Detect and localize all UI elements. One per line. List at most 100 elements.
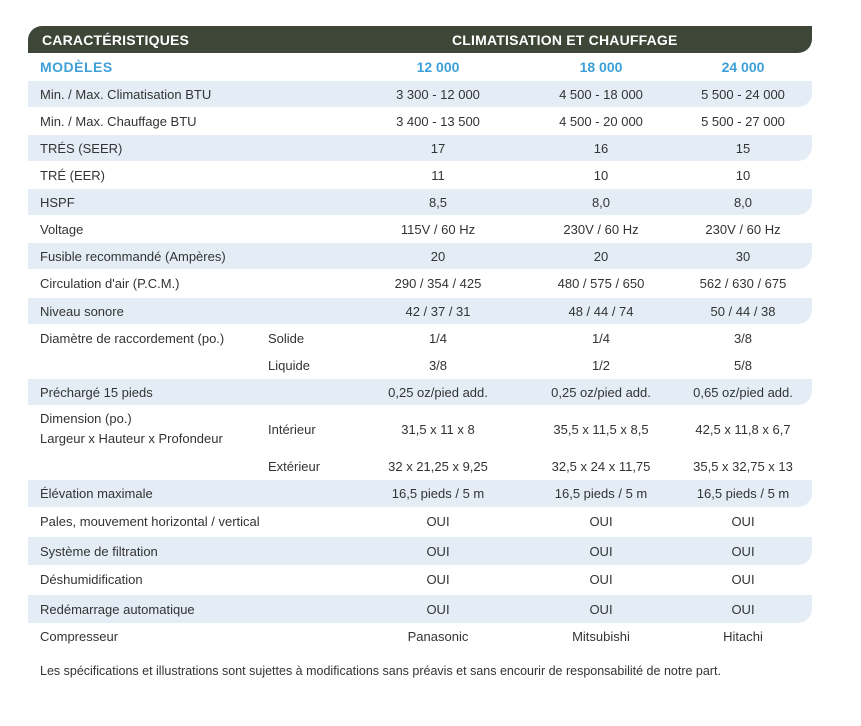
value-18000: 10 <box>593 168 609 183</box>
value-12000: 42 / 37 / 31 <box>405 304 471 319</box>
value-12000: 0,25 oz/pied add. <box>388 385 488 400</box>
value-18000: 480 / 575 / 650 <box>557 276 645 291</box>
row-label: Min. / Max. Chauffage BTU <box>40 114 197 129</box>
value-18000: 8,0 <box>591 195 611 210</box>
row-label: Déshumidification <box>40 572 143 587</box>
spec-row-heating-btu: Min. / Max. Chauffage BTU 3 400 - 13 500… <box>28 108 812 134</box>
row-sublabel: Liquide <box>268 358 310 373</box>
value-12000: 32 x 21,25 x 9,25 <box>388 459 488 474</box>
row-label: Fusible recommandé (Ampères) <box>40 249 226 264</box>
value-18000: OUI <box>589 572 613 587</box>
row-label: Préchargé 15 pieds <box>40 385 153 400</box>
value-24000: 15 <box>735 141 751 156</box>
spec-row-dimension-exterior: Extérieur 32 x 21,25 x 9,25 32,5 x 24 x … <box>28 453 812 479</box>
value-12000: 20 <box>430 249 446 264</box>
value-12000: 290 / 354 / 425 <box>394 276 482 291</box>
value-12000: 17 <box>430 141 446 156</box>
row-label: HSPF <box>40 195 75 210</box>
disclaimer-footnote: Les spécifications et illustrations sont… <box>40 664 721 678</box>
value-18000: 230V / 60 Hz <box>563 222 639 237</box>
row-label: Niveau sonore <box>40 304 124 319</box>
row-sublabel: Extérieur <box>268 459 321 474</box>
value-24000: 5 500 - 24 000 <box>701 87 785 102</box>
spec-row-diameter-solid: Diamètre de raccordement (po.) Solide 1/… <box>28 325 812 351</box>
value-24000: 8,0 <box>733 195 753 210</box>
spec-row-auto-restart: Redémarrage automatique OUI OUI OUI <box>28 595 812 623</box>
spec-row-noise: Niveau sonore 42 / 37 / 31 48 / 44 / 74 … <box>28 298 812 324</box>
value-24000: OUI <box>731 544 755 559</box>
row-label: Pales, mouvement horizontal / vertical <box>40 514 260 529</box>
spec-row-dehumidification: Déshumidification OUI OUI OUI <box>28 566 812 594</box>
climatisation-heading: CLIMATISATION ET CHAUFFAGE <box>452 32 678 48</box>
value-12000: 16,5 pieds / 5 m <box>391 486 485 501</box>
table-header-band: CARACTÉRISTIQUES CLIMATISATION ET CHAUFF… <box>28 26 812 53</box>
value-12000: 1/4 <box>428 331 448 346</box>
value-12000: OUI <box>426 572 450 587</box>
spec-row-seer: TRÉS (SEER) 17 16 15 <box>28 135 812 161</box>
row-label-secondary: Largeur x Hauteur x Profondeur <box>40 431 223 446</box>
value-18000: 16,5 pieds / 5 m <box>554 486 648 501</box>
value-12000: 3/8 <box>428 358 448 373</box>
value-24000: OUI <box>731 514 755 529</box>
value-18000: 48 / 44 / 74 <box>568 304 634 319</box>
value-18000: 4 500 - 18 000 <box>559 87 643 102</box>
models-row: MODÈLES 12 000 18 000 24 000 <box>28 55 812 79</box>
row-label: Compresseur <box>40 629 119 644</box>
model-24000: 24 000 <box>721 59 765 75</box>
row-label: Élévation maximale <box>40 486 153 501</box>
value-12000: OUI <box>426 544 450 559</box>
value-24000: 5/8 <box>733 358 753 373</box>
value-24000: 0,65 oz/pied add. <box>693 385 793 400</box>
value-24000: 5 500 - 27 000 <box>701 114 785 129</box>
value-12000: 3 300 - 12 000 <box>396 87 480 102</box>
value-24000: OUI <box>731 602 755 617</box>
value-12000: 11 <box>431 168 445 183</box>
value-24000: OUI <box>731 572 755 587</box>
spec-row-airflow: Circulation d'air (P.C.M.) 290 / 354 / 4… <box>28 270 812 297</box>
spec-row-elevation: Élévation maximale 16,5 pieds / 5 m 16,5… <box>28 480 812 507</box>
row-label: Système de filtration <box>40 544 158 559</box>
spec-row-precharge: Préchargé 15 pieds 0,25 oz/pied add. 0,2… <box>28 379 812 405</box>
value-18000: 1/2 <box>591 358 611 373</box>
models-label: MODÈLES <box>40 59 113 75</box>
row-sublabel: Intérieur <box>268 422 316 437</box>
spec-row-dimension-interior: Dimension (po.) Largeur x Hauteur x Prof… <box>28 406 812 452</box>
spec-row-eer: TRÉ (EER) 11 10 10 <box>28 162 812 188</box>
value-12000: OUI <box>426 602 450 617</box>
value-24000: 50 / 44 / 38 <box>710 304 776 319</box>
value-24000: Hitachi <box>723 629 763 644</box>
spec-row-compressor: Compresseur Panasonic Mitsubishi Hitachi <box>28 624 812 650</box>
spec-row-filtration: Système de filtration OUI OUI OUI <box>28 537 812 565</box>
spec-row-diameter-liquid: Liquide 3/8 1/2 5/8 <box>28 352 812 378</box>
characteristics-heading: CARACTÉRISTIQUES <box>42 32 190 48</box>
value-18000: 4 500 - 20 000 <box>559 114 643 129</box>
value-18000: 35,5 x 11,5 x 8,5 <box>553 422 649 437</box>
value-18000: 32,5 x 24 x 11,75 <box>551 459 651 474</box>
value-24000: 42,5 x 11,8 x 6,7 <box>695 422 791 437</box>
value-18000: OUI <box>589 602 613 617</box>
value-24000: 3/8 <box>733 331 753 346</box>
value-12000: Panasonic <box>407 629 469 644</box>
value-18000: OUI <box>589 544 613 559</box>
spec-row-voltage: Voltage 115V / 60 Hz 230V / 60 Hz 230V /… <box>28 216 812 242</box>
value-18000: 20 <box>593 249 609 264</box>
value-12000: 31,5 x 11 x 8 <box>401 422 475 437</box>
value-18000: 1/4 <box>591 331 611 346</box>
row-label: Circulation d'air (P.C.M.) <box>40 276 180 291</box>
row-label: Dimension (po.) <box>40 411 132 426</box>
spec-row-fuse: Fusible recommandé (Ampères) 20 20 30 <box>28 243 812 269</box>
value-18000: Mitsubishi <box>572 629 630 644</box>
spec-row-cooling-btu: Min. / Max. Climatisation BTU 3 300 - 12… <box>28 81 812 107</box>
model-18000: 18 000 <box>579 59 623 75</box>
row-label: Redémarrage automatique <box>40 602 195 617</box>
value-24000: 10 <box>735 168 751 183</box>
row-label: TRÉ (EER) <box>40 168 105 183</box>
row-label: Diamètre de raccordement (po.) <box>40 331 225 346</box>
value-18000: OUI <box>589 514 613 529</box>
value-12000: 8,5 <box>428 195 448 210</box>
spec-row-louvers: Pales, mouvement horizontal / vertical O… <box>28 508 812 536</box>
value-12000: OUI <box>426 514 450 529</box>
value-24000: 230V / 60 Hz <box>705 222 781 237</box>
value-12000: 3 400 - 13 500 <box>396 114 480 129</box>
row-sublabel: Solide <box>268 331 305 346</box>
